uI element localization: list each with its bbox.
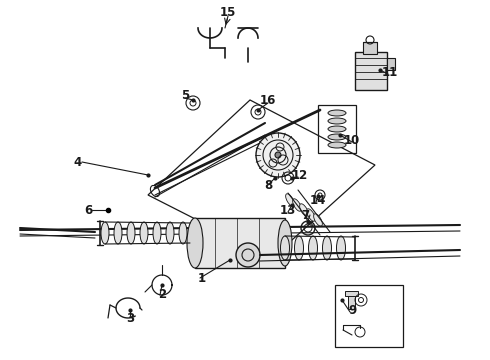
Ellipse shape [328,126,346,132]
Ellipse shape [328,118,346,124]
Bar [195,218,285,268]
Ellipse shape [337,236,345,260]
Text: 7: 7 [301,208,309,221]
Text: 5: 5 [181,89,189,102]
Circle shape [275,152,281,158]
Circle shape [236,243,260,267]
Text: 10: 10 [344,134,360,147]
Ellipse shape [328,134,346,140]
Ellipse shape [294,236,303,260]
Ellipse shape [187,218,203,268]
Text: 2: 2 [158,288,166,302]
Ellipse shape [300,204,308,216]
Ellipse shape [309,236,318,260]
Ellipse shape [153,222,161,244]
Bar [345,291,358,296]
Bar [355,52,387,90]
Bar [335,285,403,347]
Ellipse shape [280,236,290,260]
Ellipse shape [328,110,346,116]
Text: 11: 11 [382,66,398,78]
Text: 15: 15 [220,5,236,18]
Ellipse shape [307,209,316,221]
Bar [348,293,355,309]
Text: 1: 1 [198,271,206,284]
Text: 3: 3 [126,311,134,324]
Ellipse shape [278,220,292,266]
Text: 6: 6 [84,203,92,216]
Ellipse shape [179,222,187,244]
Ellipse shape [322,236,332,260]
Bar [318,105,356,153]
Bar [363,42,377,54]
Ellipse shape [293,199,301,211]
Text: 9: 9 [348,303,356,316]
Circle shape [256,133,300,177]
Ellipse shape [114,222,122,244]
Text: 4: 4 [74,156,82,168]
Text: 14: 14 [310,194,326,207]
Ellipse shape [314,214,322,226]
Text: 13: 13 [280,203,296,216]
Text: 8: 8 [264,179,272,192]
Ellipse shape [286,194,294,206]
Bar [387,58,395,70]
Ellipse shape [328,142,346,148]
Ellipse shape [127,222,135,244]
Ellipse shape [166,222,174,244]
Text: 12: 12 [292,168,308,181]
Ellipse shape [140,222,148,244]
Ellipse shape [101,222,109,244]
Text: 16: 16 [260,94,276,107]
